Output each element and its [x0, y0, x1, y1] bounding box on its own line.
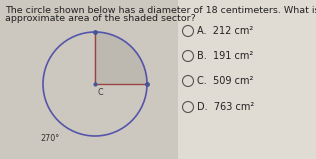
Text: D.  763 cm²: D. 763 cm² [197, 102, 254, 112]
Polygon shape [95, 32, 147, 84]
Text: approximate area of the shaded sector?: approximate area of the shaded sector? [5, 14, 196, 23]
Text: C.  509 cm²: C. 509 cm² [197, 76, 253, 86]
Text: B.  191 cm²: B. 191 cm² [197, 51, 253, 61]
Text: The circle shown below has a diameter of 18 centimeters. What is the: The circle shown below has a diameter of… [5, 6, 316, 15]
Circle shape [43, 32, 147, 136]
Bar [178, 0, 316, 159]
Text: 270°: 270° [40, 134, 59, 143]
Text: C: C [98, 88, 104, 97]
Text: A.  212 cm²: A. 212 cm² [197, 26, 253, 36]
